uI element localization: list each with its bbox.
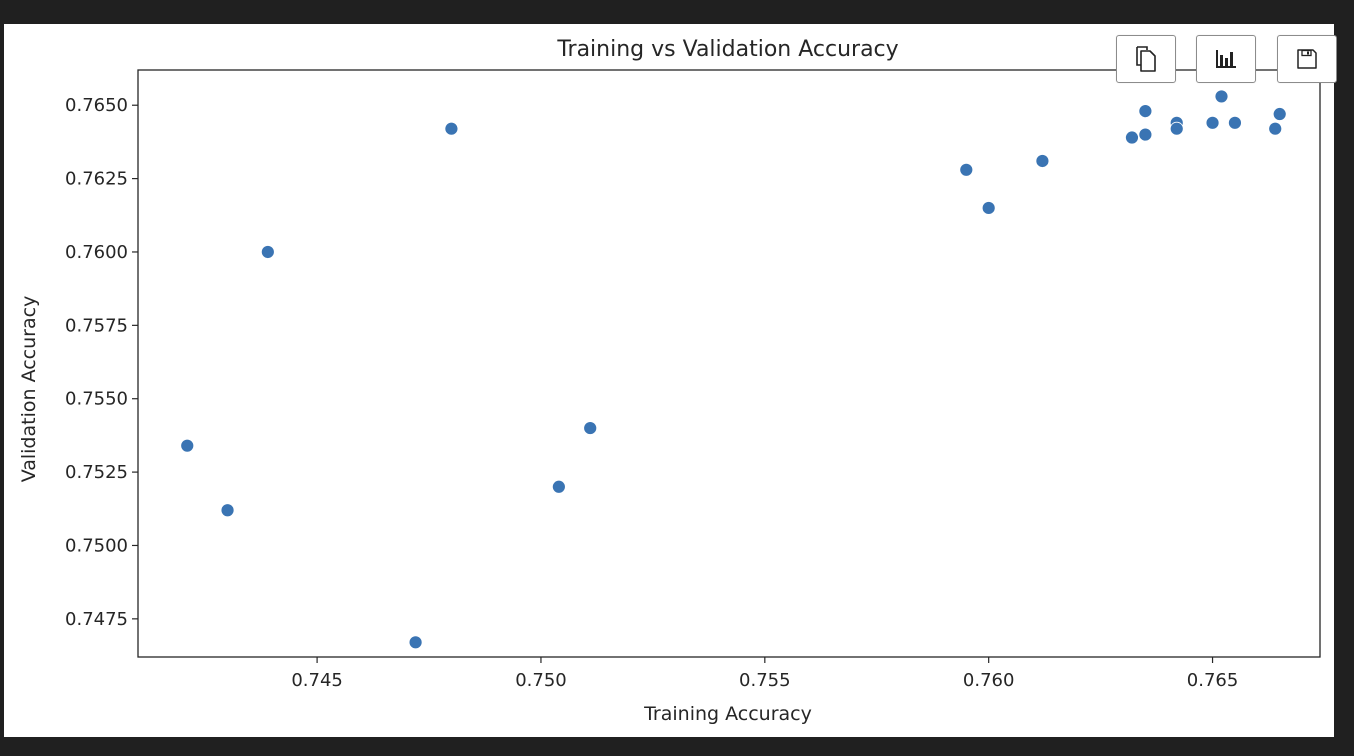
scatter-point xyxy=(220,503,235,518)
bar-chart-icon xyxy=(1216,50,1236,68)
scatter-point xyxy=(1228,115,1242,130)
save-icon xyxy=(1297,49,1317,69)
scatter-point xyxy=(959,162,974,177)
scatter-point xyxy=(583,421,598,435)
copy-button[interactable] xyxy=(1116,35,1176,83)
x-tick-label: 0.765 xyxy=(1187,670,1239,691)
y-tick-label: 0.7550 xyxy=(65,389,128,410)
y-tick-label: 0.7625 xyxy=(65,169,128,190)
x-tick-label: 0.750 xyxy=(515,670,567,691)
scatter-point xyxy=(551,479,566,494)
scatter-point xyxy=(1205,115,1220,130)
scatter-point xyxy=(1035,154,1050,168)
scatter-point xyxy=(1138,127,1153,142)
plot-frame xyxy=(137,69,1321,658)
scatter-point xyxy=(408,635,423,650)
y-tick-label: 0.7500 xyxy=(65,535,128,556)
scatter-point xyxy=(444,121,459,136)
y-axis-ticks: 0.7475 0.7500 0.7525 0.7550 0.7575 0.7600 0.76… xyxy=(65,95,138,630)
plot-axes xyxy=(137,69,1321,658)
scatter-point xyxy=(1272,107,1287,121)
y-tick-label: 0.7475 xyxy=(65,609,128,630)
scatter-point xyxy=(981,201,996,215)
save-button[interactable] xyxy=(1277,35,1337,83)
x-axis-title: Training Accuracy xyxy=(643,703,812,725)
scatter-point xyxy=(180,438,195,453)
scatter-point xyxy=(1268,121,1283,136)
scatter-plot: Training vs Validation Accuracy 0.74750.… xyxy=(18,37,1321,725)
x-tick-label: 0.760 xyxy=(963,670,1015,691)
y-tick-label: 0.7600 xyxy=(65,242,128,263)
scatter-point xyxy=(1125,130,1139,145)
scatter-point xyxy=(1214,89,1229,104)
y-axis-title: Validation Accuracy xyxy=(18,296,40,483)
data-points xyxy=(180,89,1287,650)
scatter-point xyxy=(1169,121,1184,136)
x-tick-label: 0.745 xyxy=(291,670,343,691)
x-axis-ticks: 0.745 0.750 0.755 0.760 0.765 xyxy=(291,657,1238,691)
scatter-point xyxy=(260,245,275,259)
chart-panel: Training vs Validation Accuracy 0.7475 0.… xyxy=(4,24,1337,737)
y-tick-label: 0.7650 xyxy=(65,95,128,116)
copy-icon xyxy=(1136,46,1156,72)
y-tick-label: 0.7575 xyxy=(65,315,128,336)
scatter-point xyxy=(1138,104,1153,118)
y-tick-label: 0.7525 xyxy=(65,462,128,483)
chart-title: Training vs Validation Accuracy xyxy=(556,37,898,62)
x-tick-label: 0.755 xyxy=(739,670,791,691)
chart-button[interactable] xyxy=(1196,35,1256,83)
